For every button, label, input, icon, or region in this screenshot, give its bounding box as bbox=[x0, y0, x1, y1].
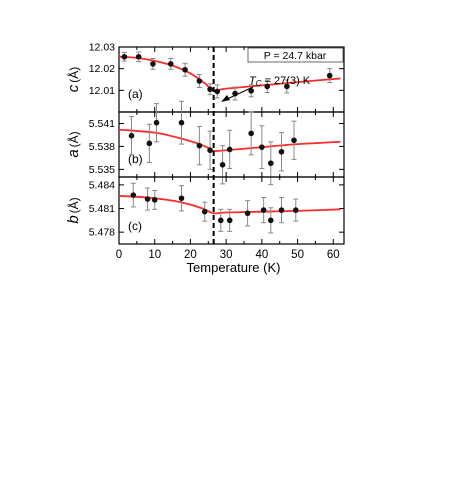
data-point bbox=[150, 61, 156, 67]
xtick-label: 40 bbox=[255, 249, 268, 261]
ylabel-unit: (Å) bbox=[66, 67, 81, 83]
tc-annotation: TC = 27(3) K bbox=[249, 75, 311, 88]
data-point bbox=[201, 208, 208, 215]
data-point bbox=[146, 140, 153, 147]
xtick-label: 20 bbox=[184, 249, 197, 261]
data-point bbox=[135, 53, 142, 60]
xtick-label: 60 bbox=[327, 249, 340, 261]
data-point bbox=[153, 119, 160, 126]
panel-2: 5.535 5.538 5.541 a (Å) (b) bbox=[65, 100, 345, 186]
ytick-label: 12.02 bbox=[89, 63, 115, 75]
ylabel: a (Å) bbox=[65, 131, 82, 157]
data-point bbox=[284, 83, 290, 90]
ylabel-unit: (Å) bbox=[66, 131, 81, 147]
arrow-head bbox=[221, 95, 230, 102]
data-point bbox=[226, 146, 233, 153]
panel-label: (b) bbox=[128, 152, 143, 166]
data-point bbox=[167, 61, 174, 67]
data-point bbox=[214, 88, 221, 95]
xtick-label: 30 bbox=[220, 249, 233, 261]
data-point bbox=[226, 217, 233, 224]
panel-label: (c) bbox=[128, 219, 142, 233]
data-point bbox=[326, 72, 333, 79]
data-point bbox=[267, 217, 274, 224]
data-point bbox=[244, 210, 251, 217]
panel-label: (a) bbox=[128, 87, 143, 101]
data-point bbox=[196, 78, 203, 84]
data-point bbox=[248, 87, 254, 94]
ylabel: b (Å) bbox=[65, 197, 82, 223]
tc-value: = 27(3) K bbox=[262, 75, 311, 87]
legend-text: P = 24.7 kbar bbox=[264, 50, 327, 62]
ytick-label: 5.478 bbox=[89, 227, 115, 239]
legend-box bbox=[247, 47, 344, 63]
data-point bbox=[291, 137, 297, 144]
data-point bbox=[144, 196, 151, 202]
data-point bbox=[248, 130, 254, 137]
data-point bbox=[196, 142, 203, 149]
plot-frame bbox=[118, 111, 345, 178]
data-point bbox=[292, 207, 299, 213]
panel-1: 12.01 12.02 12.03 c(Å) (a) P = 24.7 kbar TC = … bbox=[65, 42, 345, 113]
ytick-label: 5.484 bbox=[89, 179, 115, 191]
data-point bbox=[267, 160, 274, 167]
data-point bbox=[128, 132, 135, 139]
ylabel-symbol: b bbox=[65, 215, 82, 223]
ytick-label: 12.01 bbox=[89, 85, 115, 97]
data-point bbox=[278, 207, 285, 213]
tc-symbol: T bbox=[249, 75, 257, 87]
xlabel: Temperature (K) bbox=[187, 260, 281, 275]
data-point bbox=[151, 197, 158, 203]
data-point bbox=[259, 144, 265, 150]
ylabel-symbol: c bbox=[65, 84, 82, 92]
xtick-label: 10 bbox=[148, 249, 161, 261]
arrow-line bbox=[224, 86, 254, 101]
xtick-label: 0 bbox=[116, 249, 122, 261]
ytick-label: 5.538 bbox=[89, 141, 115, 153]
ylabel: c(Å) bbox=[65, 67, 82, 93]
ytick-label: 5.481 bbox=[89, 203, 115, 215]
panel-3: 5.478 5.481 5.484 b (Å) (c) 0 10 20 30 40 50 60 Tempe… bbox=[65, 176, 345, 275]
ytick-label: 5.535 bbox=[89, 164, 115, 176]
fit-curve bbox=[118, 55, 341, 92]
plot-frame bbox=[118, 176, 345, 245]
data-point bbox=[178, 195, 185, 202]
data-point bbox=[130, 192, 137, 198]
data-point bbox=[178, 119, 185, 126]
data-point bbox=[182, 66, 188, 73]
data-point bbox=[121, 53, 128, 60]
data-point bbox=[207, 86, 213, 93]
data-point bbox=[219, 161, 226, 168]
tc-subscript: C bbox=[256, 79, 262, 88]
data-point bbox=[217, 217, 224, 224]
data-point bbox=[264, 83, 271, 90]
data-point bbox=[278, 148, 285, 155]
ylabel-unit: (Å) bbox=[66, 197, 81, 213]
ytick-label: 5.541 bbox=[89, 118, 115, 130]
xtick-label: 50 bbox=[291, 249, 304, 261]
data-point bbox=[260, 207, 267, 213]
ytick-label: 12.03 bbox=[89, 42, 115, 54]
data-point bbox=[207, 147, 213, 154]
ylabel-symbol: a bbox=[65, 149, 82, 157]
